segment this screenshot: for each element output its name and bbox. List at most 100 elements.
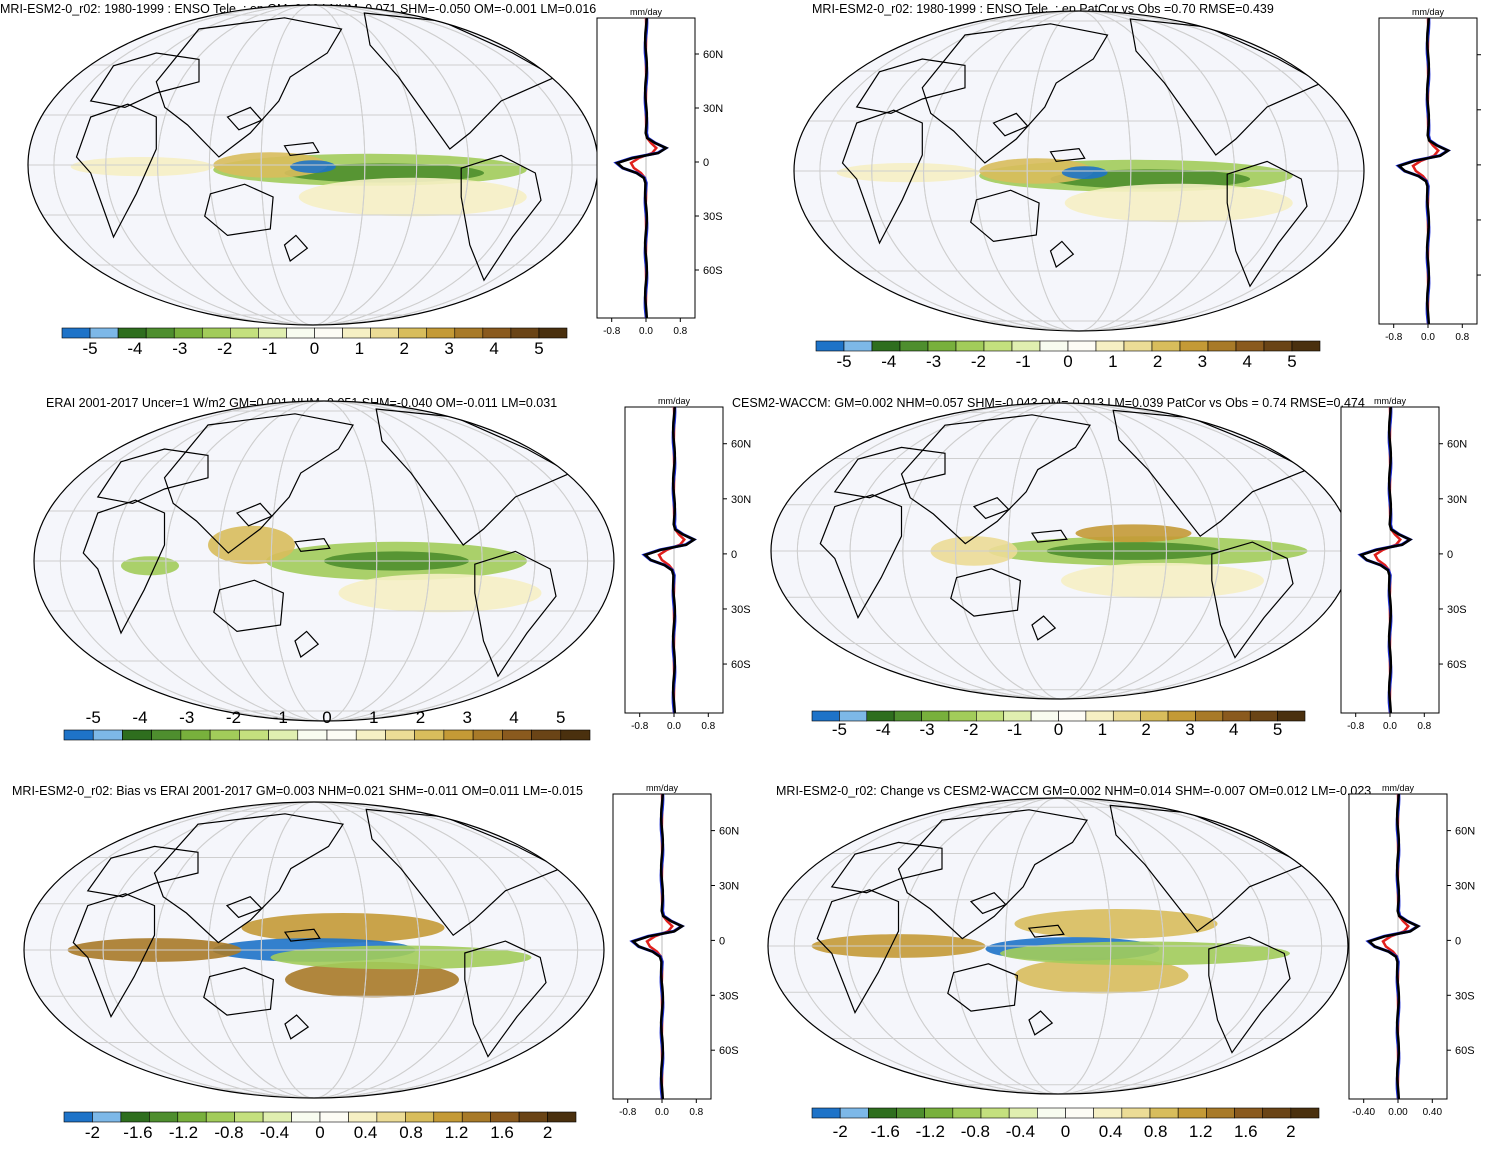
colorbar-label: -1.6 <box>123 1123 152 1142</box>
colorbar-label: -1.2 <box>916 1122 945 1141</box>
profile-ytick-label: 30S <box>1455 990 1475 1002</box>
profile-ytick-label: 60S <box>1447 659 1467 671</box>
colorbar-swatch <box>291 1111 321 1123</box>
colorbar-label: -2 <box>963 720 978 739</box>
colorbar-label: -4 <box>881 352 896 371</box>
colorbar-swatch <box>461 1111 491 1123</box>
colorbar-label: -5 <box>836 352 851 371</box>
profile-xtick-label: 0.0 <box>1383 721 1397 732</box>
colorbar-label: -1 <box>1016 352 1031 371</box>
colorbar: -5 -4 -3 -2 -1 0 1 2 3 4 5 <box>811 710 1306 739</box>
colorbar: -5 -4 -3 -2 -1 0 1 2 3 4 5 <box>63 708 591 741</box>
profile-xtick-label: 0.40 <box>1423 1107 1443 1118</box>
colorbar-label: -2 <box>85 1123 100 1142</box>
colorbar-label: -1 <box>262 339 277 358</box>
colorbar-label: -5 <box>82 339 97 358</box>
colorbar-label: 1 <box>369 708 378 727</box>
colorbar-label: 5 <box>556 708 565 727</box>
colorbar-swatch <box>1151 340 1181 352</box>
zonal-mean-profile: mm/day -0.8 0.0 0.8 60N 30N 0 30S 60S <box>624 396 751 732</box>
colorbar-swatch <box>1262 1107 1292 1119</box>
colorbar-swatch <box>518 1111 548 1123</box>
colorbar-swatch <box>482 327 512 339</box>
colorbar-swatch <box>398 327 428 339</box>
colorbar-swatch <box>145 327 175 339</box>
colorbar-swatch <box>490 1111 520 1123</box>
colorbar-label: -5 <box>832 720 847 739</box>
colorbar-label: 4 <box>509 708 518 727</box>
colorbar-swatch <box>180 729 211 741</box>
colorbar-label: 3 <box>1185 720 1194 739</box>
colorbar-swatch <box>924 1107 954 1119</box>
colorbar-swatch <box>151 729 182 741</box>
zonal-mean-profile: mm/day -0.8 0.0 0.8 60N 30N 0 30S 60S <box>1340 396 1467 732</box>
colorbar-swatch <box>209 729 240 741</box>
profile-xtick-label: -0.8 <box>1385 332 1403 343</box>
colorbar-label: 0.8 <box>1144 1122 1168 1141</box>
colorbar-label: 2 <box>1141 720 1150 739</box>
profile-xtick-label: 0.00 <box>1388 1107 1408 1118</box>
colorbar-label: 1 <box>1108 352 1117 371</box>
colorbar-label: -5 <box>86 708 101 727</box>
colorbar-swatch <box>538 327 568 339</box>
colorbar-swatch <box>1235 340 1265 352</box>
colorbar-label: -0.4 <box>1006 1122 1035 1141</box>
colorbar-label: -0.8 <box>961 1122 990 1141</box>
colorbar-label: -2 <box>217 339 232 358</box>
colorbar-swatch <box>342 327 371 339</box>
colorbar-swatch <box>980 1107 1010 1119</box>
colorbar-swatch <box>239 729 269 741</box>
colorbar-label: -3 <box>179 708 194 727</box>
zonal-mean-profile: mm/day -0.8 0.0 0.8 60N 30N 0 30S 60S <box>612 783 739 1118</box>
profile-units: mm/day <box>646 783 679 793</box>
colorbar-swatch <box>1195 710 1224 722</box>
colorbar-label: 0.4 <box>1099 1122 1123 1141</box>
colorbar-label: 0 <box>1061 1122 1070 1141</box>
profile-ytick-label: 60S <box>1455 1045 1475 1057</box>
colorbar-swatch <box>1149 1107 1179 1119</box>
panel-title: MRI-ESM2-0_r02: Change vs CESM2-WACCM GM… <box>776 784 1372 798</box>
colorbar-label: 4 <box>489 339 498 358</box>
profile-xtick-label: -0.8 <box>603 326 621 337</box>
colorbar: -2 -1.6 -1.2 -0.8 -0.4 0 0.4 0.8 1.2 1.6 2 <box>63 1111 577 1142</box>
panel-enso-cesm2-waccm: CESM2-WACCM: GM=0.002 NHM=0.057 SHM=-0.0… <box>732 385 1493 755</box>
colorbar-swatch <box>1067 340 1097 352</box>
profile-ytick-label: 30N <box>1455 881 1475 893</box>
colorbar-swatch <box>927 340 957 352</box>
colorbar-swatch <box>205 1111 235 1123</box>
colorbar-label: 1.6 <box>490 1123 514 1142</box>
colorbar-swatch <box>234 1111 264 1123</box>
colorbar-swatch <box>1121 1107 1151 1119</box>
colorbar-label: 3 <box>1198 352 1207 371</box>
colorbar-label: -2 <box>971 352 986 371</box>
colorbar-label: 5 <box>1273 720 1282 739</box>
profile-xtick-label: 0.0 <box>655 1107 669 1118</box>
profile-ytick-label: 60N <box>703 49 723 61</box>
colorbar-swatch <box>314 327 343 339</box>
profile-xtick-label: 0.8 <box>1455 332 1469 343</box>
profile-ytick-label: 60S <box>731 659 751 671</box>
colorbar-swatch <box>376 1111 406 1123</box>
colorbar-label: -1 <box>1007 720 1022 739</box>
colorbar-label: -3 <box>919 720 934 739</box>
colorbar-swatch <box>1290 1107 1320 1119</box>
profile-ytick-label: 30N <box>731 494 751 506</box>
colorbar-label: -0.8 <box>214 1123 243 1142</box>
colorbar-swatch <box>92 729 123 741</box>
colorbar-swatch <box>443 729 474 741</box>
colorbar-swatch <box>1263 340 1293 352</box>
colorbar-label: 0.4 <box>354 1123 378 1142</box>
colorbar-swatch <box>839 1107 869 1119</box>
panel-change-vs-cesm2: MRI-ESM2-0_r02: Change vs CESM2-WACCM GM… <box>746 770 1493 1147</box>
colorbar-swatch <box>1011 340 1041 352</box>
colorbar-swatch <box>1039 340 1069 352</box>
colorbar-swatch <box>173 327 203 339</box>
colorbar-swatch <box>1112 710 1141 722</box>
colorbar-swatch <box>177 1111 207 1123</box>
colorbar-label: 2 <box>416 708 425 727</box>
colorbar-swatch <box>92 1111 122 1123</box>
colorbar-swatch <box>560 729 591 741</box>
colorbar-swatch <box>1095 340 1125 352</box>
colorbar-swatch <box>952 1107 982 1119</box>
colorbar-swatch <box>1177 1107 1207 1119</box>
